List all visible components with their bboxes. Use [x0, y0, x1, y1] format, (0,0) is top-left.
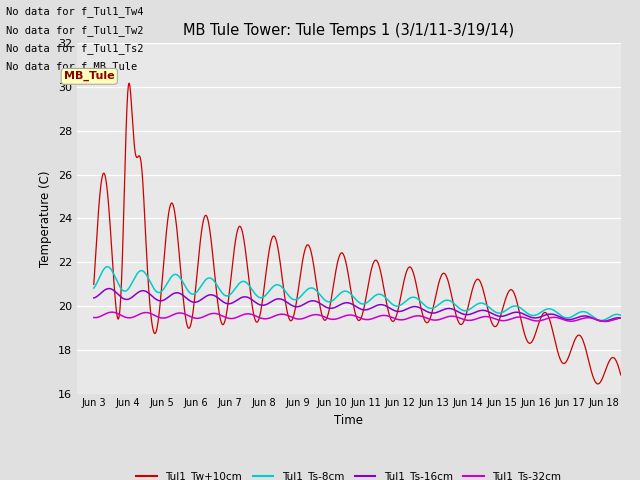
Text: No data for f_Tul1_Ts2: No data for f_Tul1_Ts2: [6, 43, 144, 54]
Text: No data for f_Tul1_Tw2: No data for f_Tul1_Tw2: [6, 24, 144, 36]
Text: MB_Tule: MB_Tule: [64, 71, 115, 82]
Text: No data for f_Tul1_Tw4: No data for f_Tul1_Tw4: [6, 6, 144, 17]
Title: MB Tule Tower: Tule Temps 1 (3/1/11-3/19/14): MB Tule Tower: Tule Temps 1 (3/1/11-3/19…: [183, 23, 515, 38]
Legend: Tul1_Tw+10cm, Tul1_Ts-8cm, Tul1_Ts-16cm, Tul1_Ts-32cm: Tul1_Tw+10cm, Tul1_Ts-8cm, Tul1_Ts-16cm,…: [132, 467, 566, 480]
Y-axis label: Temperature (C): Temperature (C): [39, 170, 52, 267]
Text: No data for f_MB_Tule: No data for f_MB_Tule: [6, 61, 138, 72]
X-axis label: Time: Time: [334, 414, 364, 427]
